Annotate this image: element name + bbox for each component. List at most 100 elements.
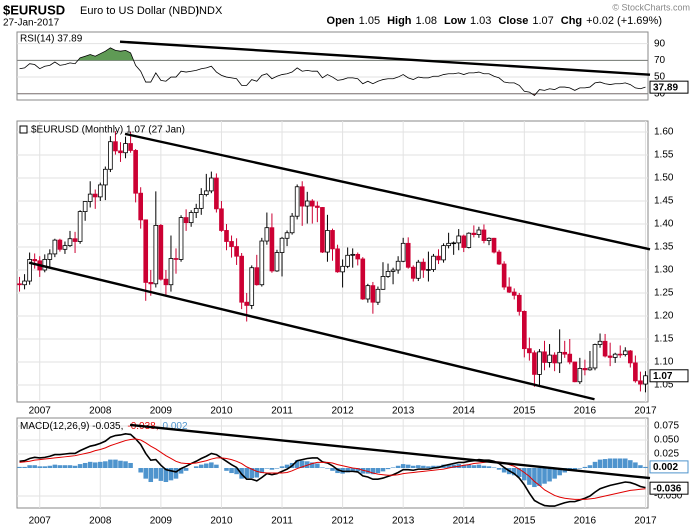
x-tick-label: 2013 bbox=[392, 406, 415, 417]
histogram-bar bbox=[355, 468, 361, 472]
histogram-bar bbox=[52, 464, 58, 469]
histogram-bar bbox=[623, 458, 628, 469]
candle-body bbox=[32, 259, 37, 262]
histogram-bar bbox=[62, 465, 68, 469]
exchange: INDX bbox=[196, 5, 223, 17]
histogram-bar bbox=[138, 468, 143, 473]
histogram-bar bbox=[209, 462, 214, 469]
candle-body bbox=[57, 239, 63, 250]
candle-body bbox=[315, 205, 320, 208]
trendline bbox=[129, 423, 651, 480]
histogram-bar bbox=[385, 468, 391, 470]
histogram-bar bbox=[572, 468, 578, 471]
histogram-bar bbox=[587, 465, 593, 469]
histogram-bar bbox=[82, 462, 88, 469]
last-value-box bbox=[649, 460, 689, 474]
copyright: © StockCharts.com bbox=[612, 2, 690, 12]
histogram-bar bbox=[173, 468, 179, 479]
candle-body bbox=[350, 253, 356, 256]
histogram-bar bbox=[27, 465, 32, 469]
histogram-bar bbox=[72, 465, 78, 469]
candle-body bbox=[592, 344, 598, 369]
histogram-bar bbox=[32, 465, 37, 469]
histogram-bar bbox=[178, 468, 184, 474]
last-value-box bbox=[649, 80, 689, 94]
panel-title: $EURUSD (Monthly) 1.07 (27 Jan) bbox=[31, 125, 185, 136]
candle-body bbox=[365, 285, 371, 300]
x-tick-label: 2010 bbox=[210, 406, 233, 417]
legend: MACD(12,26,9) -0.035, -0.038, 0.002 bbox=[20, 421, 188, 432]
histogram-bar bbox=[77, 464, 83, 469]
histogram-bar bbox=[410, 465, 416, 469]
candle-body bbox=[62, 245, 68, 250]
title-icon bbox=[19, 125, 28, 134]
histogram-bar bbox=[37, 466, 42, 469]
histogram-bar bbox=[335, 468, 340, 474]
candle-body bbox=[522, 310, 527, 350]
x-tick-label: 2012 bbox=[331, 516, 354, 527]
x-tick-label: 2016 bbox=[574, 406, 597, 417]
histogram-bar bbox=[501, 468, 507, 473]
candle-body bbox=[355, 253, 361, 260]
candle-body bbox=[123, 143, 128, 154]
candle-body bbox=[269, 227, 275, 272]
ohlc-stats: Open 1.05 High 1.08 Low 1.03 Close 1.07 Chg +0.02… bbox=[327, 15, 662, 27]
histogram-bar bbox=[224, 468, 229, 471]
candle-body bbox=[67, 238, 73, 247]
candle-body bbox=[395, 260, 401, 271]
candle-body bbox=[486, 237, 492, 241]
candle-body bbox=[52, 239, 58, 255]
histogram-bar bbox=[612, 458, 618, 469]
candle-body bbox=[234, 246, 239, 257]
x-tick-label: 2012 bbox=[331, 406, 354, 417]
histogram-bar bbox=[577, 468, 583, 469]
x-tick-label: 2009 bbox=[150, 516, 173, 527]
y-tick-label: 1.60 bbox=[654, 127, 674, 138]
candle-body bbox=[188, 212, 194, 224]
candle-body bbox=[436, 255, 441, 261]
candle-body bbox=[537, 351, 542, 375]
panel-title: RSI(14) 37.89 bbox=[20, 34, 83, 45]
histogram-bar bbox=[310, 462, 315, 469]
histogram-bar bbox=[592, 461, 598, 469]
candle-body bbox=[335, 248, 340, 273]
histogram-bar bbox=[511, 468, 517, 476]
stat-value: 1.07 bbox=[532, 15, 553, 27]
candle-body bbox=[542, 351, 547, 363]
histogram-bar bbox=[67, 465, 73, 469]
y-tick-label: 1.15 bbox=[654, 334, 674, 345]
histogram-bar bbox=[451, 464, 456, 469]
histogram-bar bbox=[330, 468, 335, 471]
histogram-bar bbox=[204, 463, 209, 469]
histogram-bar bbox=[345, 468, 350, 473]
candle-body bbox=[254, 267, 260, 286]
y-tick-label: 30 bbox=[654, 88, 666, 99]
histogram-bar bbox=[274, 468, 280, 469]
candle-body bbox=[325, 230, 330, 253]
x-tick-label: 2015 bbox=[513, 406, 536, 417]
candle-body bbox=[421, 261, 426, 271]
histogram-bar bbox=[168, 468, 174, 481]
candle-body bbox=[108, 141, 113, 170]
candle-body bbox=[138, 192, 143, 221]
histogram-bar bbox=[471, 465, 477, 469]
last-value-box bbox=[649, 369, 689, 383]
histogram-bar bbox=[350, 468, 355, 472]
candle-body bbox=[77, 211, 83, 242]
x-tick-label: 2017 bbox=[634, 406, 657, 417]
histogram-bar bbox=[47, 465, 53, 469]
stat-label: High bbox=[387, 15, 412, 27]
candle-body bbox=[239, 255, 244, 303]
stat-label: Low bbox=[444, 15, 466, 27]
y-tick-label: 1.35 bbox=[654, 242, 674, 253]
histogram-bar bbox=[158, 468, 164, 481]
candle-body bbox=[602, 340, 608, 357]
candle-body bbox=[198, 194, 204, 209]
candle-body bbox=[562, 351, 568, 355]
stat-label: Open bbox=[327, 15, 355, 27]
histogram-bar bbox=[486, 466, 492, 469]
histogram-bar bbox=[128, 462, 133, 469]
candle-body bbox=[622, 350, 628, 356]
x-tick-label: 2016 bbox=[574, 516, 597, 527]
